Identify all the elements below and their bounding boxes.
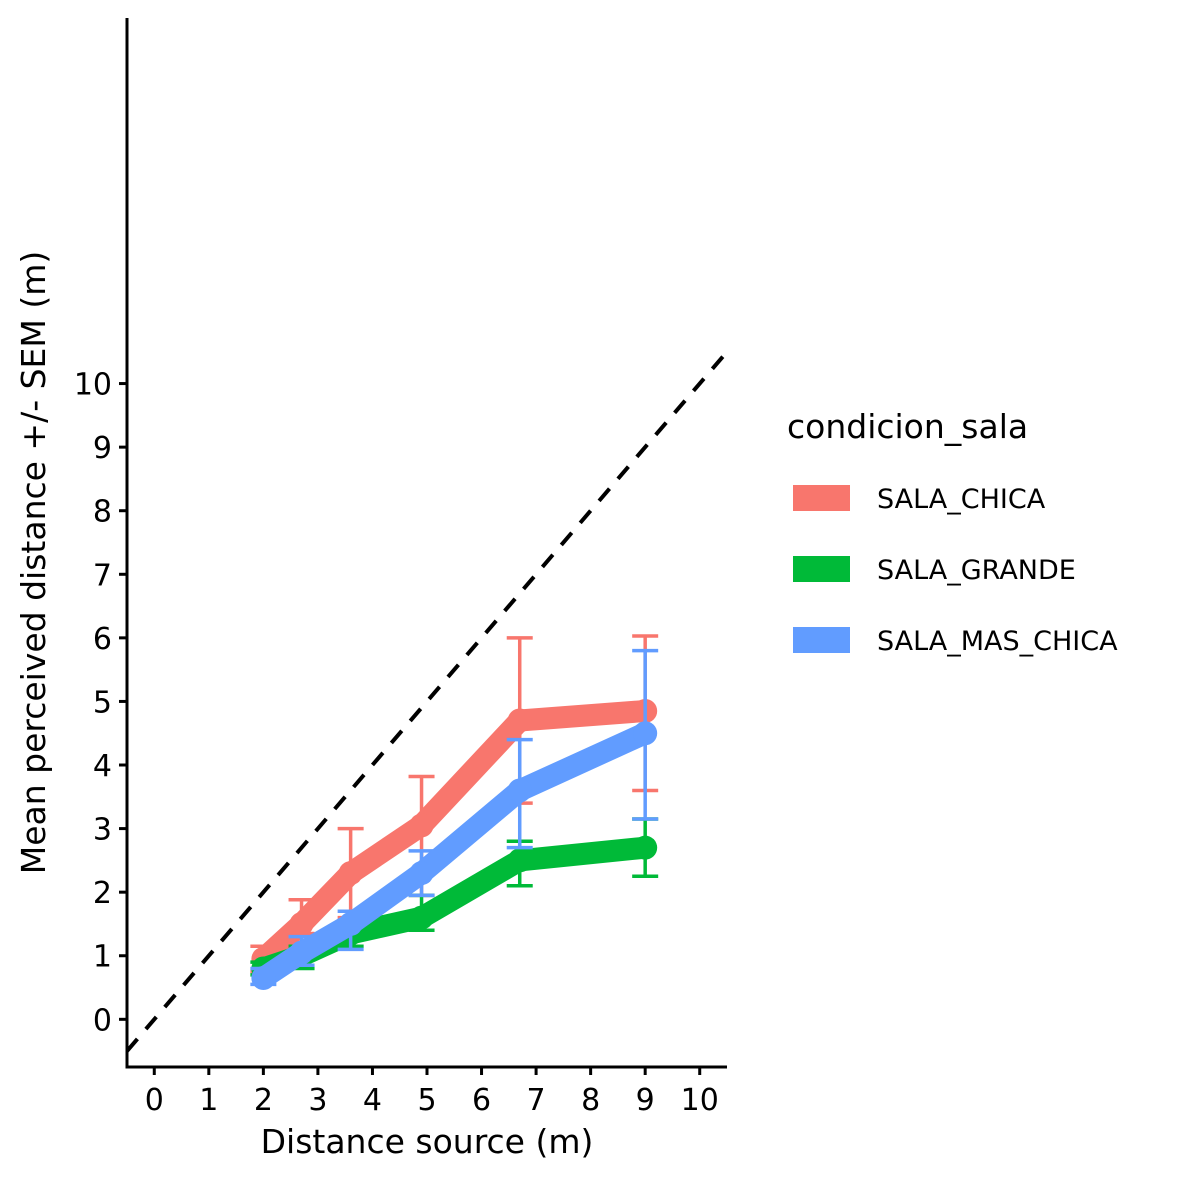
- legend-items: SALA_CHICA SALA_GRANDE SALA_MAS_CHICA: [793, 484, 1118, 657]
- series-sala-chica: [250, 634, 659, 974]
- legend-label: SALA_CHICA: [877, 484, 1046, 515]
- data-point: [409, 861, 434, 886]
- legend-key: [793, 485, 850, 511]
- x-tick-label: 5: [417, 1083, 436, 1118]
- y-axis-ticks: 0 1 2 3 4 5 6 7 8 9 10: [74, 368, 127, 1038]
- y-tick-label: 2: [93, 876, 112, 911]
- plot-area: [125, 350, 729, 1053]
- legend-label: SALA_MAS_CHICA: [877, 626, 1118, 657]
- data-point: [633, 721, 658, 746]
- y-axis-title: Mean perceived distance +/- SEM (m): [14, 251, 53, 875]
- x-tick-label: 2: [254, 1083, 273, 1118]
- x-tick-label: 4: [363, 1083, 382, 1118]
- data-point: [289, 940, 314, 965]
- data-point: [633, 835, 658, 860]
- y-tick-label: 10: [74, 368, 112, 403]
- legend-item: SALA_CHICA: [793, 484, 1046, 515]
- y-tick-label: 8: [93, 495, 112, 530]
- x-tick-label: 7: [527, 1083, 546, 1118]
- data-point: [409, 813, 434, 838]
- legend-item: SALA_MAS_CHICA: [793, 626, 1118, 657]
- x-tick-label: 6: [472, 1083, 491, 1118]
- data-point: [409, 905, 434, 930]
- data-point: [338, 861, 363, 886]
- legend-key: [793, 627, 850, 653]
- y-tick-label: 5: [93, 685, 112, 720]
- x-axis-title: Distance source (m): [261, 1122, 594, 1161]
- legend-key: [793, 556, 850, 582]
- y-tick-label: 7: [93, 558, 112, 593]
- x-tick-label: 3: [308, 1083, 327, 1118]
- data-point: [507, 708, 532, 733]
- y-tick-label: 3: [93, 813, 112, 848]
- data-point: [338, 911, 363, 936]
- y-tick-label: 1: [93, 940, 112, 975]
- identity-reference-line: [125, 350, 729, 1053]
- legend-label: SALA_GRANDE: [877, 555, 1076, 586]
- x-tick-label: 1: [199, 1083, 218, 1118]
- data-point: [251, 965, 276, 990]
- y-tick-label: 6: [93, 622, 112, 657]
- y-tick-label: 9: [93, 431, 112, 466]
- x-tick-label: 8: [581, 1083, 600, 1118]
- y-tick-label: 4: [93, 749, 112, 784]
- legend: condicion_sala SALA_CHICASALA_GRANDESALA…: [787, 407, 1118, 657]
- series-sala-mas-chica: [250, 648, 659, 990]
- y-tick-label: 0: [93, 1003, 112, 1038]
- x-tick-label: 10: [681, 1083, 719, 1118]
- legend-title: condicion_sala: [787, 407, 1028, 446]
- series-layer: [250, 634, 659, 990]
- x-tick-label: 9: [636, 1083, 655, 1118]
- data-point: [507, 778, 532, 803]
- x-tick-label: 0: [145, 1083, 164, 1118]
- x-axis-ticks: 0 1 2 3 4 5 6 7 8 9 10: [145, 1067, 719, 1118]
- data-point: [507, 848, 532, 873]
- data-point: [289, 911, 314, 936]
- legend-item: SALA_GRANDE: [793, 555, 1076, 586]
